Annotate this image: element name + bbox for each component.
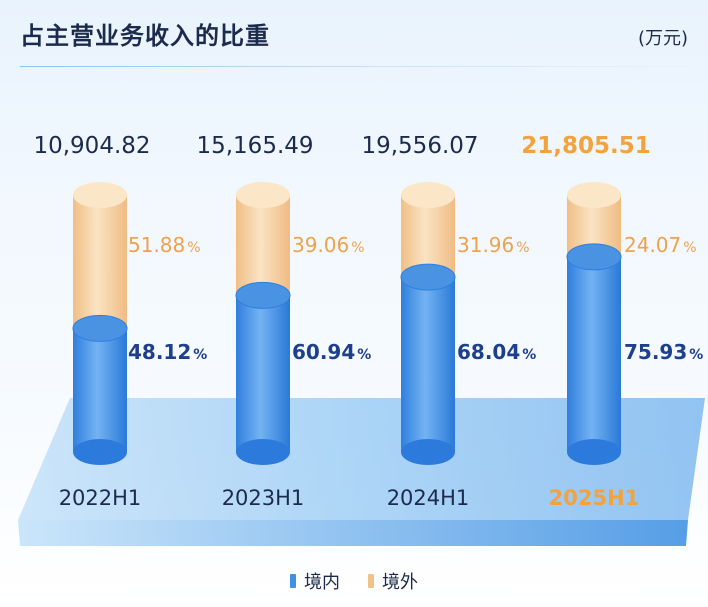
domestic-percent-label: 60.94% xyxy=(292,340,371,364)
total-value-label: 10,904.82 xyxy=(33,133,150,159)
legend-label-domestic: 境内 xyxy=(304,572,340,593)
bar-2024H1 xyxy=(400,182,456,465)
cylinder-split-cap xyxy=(72,314,128,342)
cylinder-top-cap xyxy=(73,182,127,208)
category-label: 2024H1 xyxy=(387,486,470,510)
domestic-percent-label: 68.04% xyxy=(457,340,536,364)
cylinder-top-cap xyxy=(567,182,621,208)
title-divider xyxy=(20,66,688,67)
cylinder-base xyxy=(567,439,621,465)
bar-group: 10,904.82 51.88 % 48.12 % 2022H1 15,165.49 39.0… xyxy=(33,133,703,510)
domestic-percent-label: 75.93% xyxy=(624,340,703,364)
legend-swatch-overseas xyxy=(368,574,374,588)
bar-segment-domestic xyxy=(401,277,455,452)
stacked-cylinder-chart: 10,904.82 51.88 % 48.12 % 2022H1 15,165.49 39.0… xyxy=(18,133,705,546)
bar-segment-overseas xyxy=(73,195,127,329)
bar-segment-domestic xyxy=(567,256,621,452)
bar-segment-domestic xyxy=(236,295,290,452)
category-label: 2025H1 xyxy=(549,486,640,510)
legend-item-overseas: 境外 xyxy=(368,568,418,594)
chart-platform xyxy=(18,398,705,546)
legend-swatch-domestic xyxy=(290,574,296,588)
cylinder-split-cap xyxy=(235,281,291,309)
overseas-percent-label: 31.96% xyxy=(457,233,530,257)
total-value-label: 15,165.49 xyxy=(196,133,313,159)
legend-label-overseas: 境外 xyxy=(382,572,418,593)
cylinder-top-cap xyxy=(236,182,290,208)
category-label: 2023H1 xyxy=(222,486,305,510)
overseas-percent-label: 24.07% xyxy=(624,233,697,257)
bar-2022H1 xyxy=(72,182,128,465)
cylinder-top-cap xyxy=(401,182,455,208)
bar-segment-overseas xyxy=(401,195,455,278)
cylinder-base xyxy=(236,439,290,465)
overseas-percent-label: 39.06% xyxy=(292,233,365,257)
category-label: 2022H1 xyxy=(59,486,142,510)
total-value-label: 21,805.51 xyxy=(521,133,651,159)
legend: 境内 境外 xyxy=(0,568,708,594)
total-value-label: 19,556.07 xyxy=(361,133,478,159)
bar-2025H1 xyxy=(566,182,622,465)
bar-segment-domestic xyxy=(73,328,127,452)
cylinder-base xyxy=(401,439,455,465)
unit-label: (万元) xyxy=(637,28,688,49)
overseas-percent-label: 51.88% xyxy=(128,233,201,257)
bar-2023H1 xyxy=(235,182,291,465)
chart-title: 占主营业务收入的比重 xyxy=(20,22,270,50)
domestic-percent-label: 48.12% xyxy=(128,340,207,364)
cylinder-base xyxy=(73,439,127,465)
cylinder-split-cap xyxy=(400,263,456,291)
bar-segment-overseas xyxy=(236,195,290,296)
legend-item-domestic: 境内 xyxy=(290,568,340,594)
cylinder-split-cap xyxy=(566,243,622,271)
